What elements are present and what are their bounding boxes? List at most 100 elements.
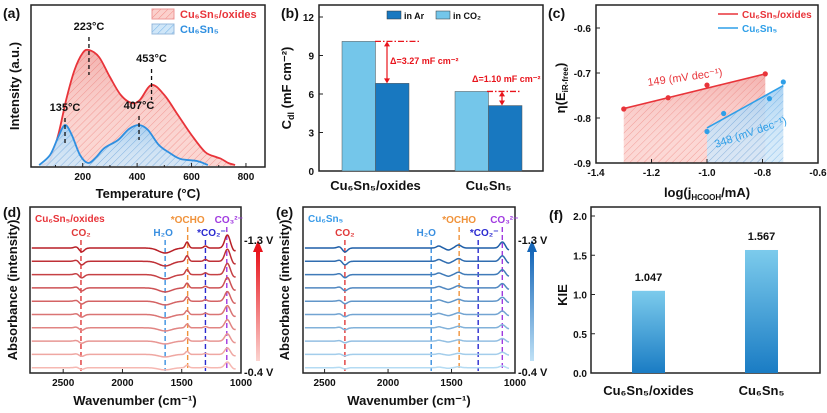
x-tick-label: 1000 bbox=[230, 378, 253, 389]
c-ylabel-sub: iR-free bbox=[561, 66, 570, 92]
c-y-tick-label: -0.8 bbox=[574, 114, 592, 125]
ir-spectrum-trace bbox=[31, 304, 236, 319]
c-legend-label-1: Cu₆Sn₅ bbox=[742, 24, 778, 35]
a-y-axis-label: Intensity (a.u.) bbox=[7, 42, 22, 130]
c-data-point-0 bbox=[762, 71, 768, 77]
c-x-tick-label: -1.0 bbox=[698, 168, 716, 179]
b-bar-0-0 bbox=[341, 41, 376, 172]
x-tick-label: 1500 bbox=[440, 378, 463, 389]
c-data-point-1 bbox=[780, 79, 786, 85]
potential-arrow-head bbox=[253, 240, 263, 252]
c-fit-line-1 bbox=[706, 84, 784, 129]
b-y-tick-label: 0 bbox=[308, 167, 314, 178]
ir-spectrum-trace bbox=[31, 361, 236, 371]
panel-d-ir-spectra: CO₂ H₂O *OCHO *CO₂⁻ CO₃²⁻ 2500 2000 1500 1000 Cu₆… bbox=[29, 206, 274, 389]
b-y-tick-label: 3 bbox=[308, 129, 314, 140]
c-y-tick-label: -0.9 bbox=[574, 159, 592, 170]
band-label: CO₃²⁻ bbox=[490, 215, 518, 226]
ir-spectrum-trace bbox=[304, 337, 510, 344]
panel-label-a: (a) bbox=[3, 5, 20, 21]
b-bar-1-0 bbox=[454, 91, 489, 172]
f-y-tick-label: 1.5 bbox=[573, 251, 587, 262]
c-data-point-0 bbox=[665, 95, 671, 101]
panel-label-e: (e) bbox=[276, 204, 293, 220]
c-y-axis-label: η(EiR-free) bbox=[553, 63, 570, 114]
b-legend-swatch-ar bbox=[386, 10, 402, 20]
ir-spectrum-trace bbox=[304, 269, 510, 279]
ir-spectrum-trace bbox=[304, 296, 510, 305]
c-data-point-1 bbox=[766, 96, 773, 102]
b-ylabel-main: C bbox=[279, 119, 294, 129]
panelD-plot-frame bbox=[29, 206, 242, 374]
b-legend-label-ar: in Ar bbox=[404, 11, 425, 21]
d-x-axis-label: Wavenumber (cm⁻¹) bbox=[73, 393, 196, 408]
c-xlabel-sub: HCOOH bbox=[691, 193, 721, 202]
panel-c-tafel-chart: 149 (mV dec⁻¹)348 (mV dec⁻¹)-1.4 -1.2 -1.0… bbox=[574, 4, 827, 179]
b-delta-arrowhead-up bbox=[384, 41, 390, 47]
b-delta-arrowhead-down bbox=[384, 78, 390, 84]
b-legend-swatch-co2 bbox=[435, 10, 451, 20]
a-peak-label: 407°C bbox=[124, 100, 155, 112]
e-y-axis-label: Absorbance (intensity) bbox=[277, 220, 292, 361]
ir-spectrum-trace bbox=[31, 248, 236, 267]
b-bar-1-1 bbox=[488, 105, 523, 172]
panel-label-b: (b) bbox=[281, 5, 299, 21]
b-bar-0-1 bbox=[375, 83, 410, 172]
f-y-tick-label: 1.0 bbox=[573, 291, 587, 302]
panel-b-cdl-bar-chart: 0 3 6 9 12 Cu₆Sn₅/oxides Cu₆Sn₅ in Ar in CO₂ Δ=3.… bbox=[303, 4, 544, 193]
band-label: CO₂ bbox=[335, 228, 354, 239]
e-x-axis-label: Wavenumber (cm⁻¹) bbox=[347, 393, 470, 408]
ir-spectrum-trace bbox=[31, 234, 236, 254]
a-legend-swatch-1 bbox=[151, 23, 175, 35]
c-legend-label-0: Cu₆Sn₅/oxides bbox=[742, 10, 812, 21]
c-ylabel-pre: η(E bbox=[553, 92, 568, 113]
panel-e-ir-spectra: CO₂ H₂O *OCHO *CO₂⁻ CO₃²⁻ 2500 2000 1500 1000 Cu₆… bbox=[302, 206, 548, 389]
panelE-plot-frame bbox=[302, 206, 516, 374]
potential-arrow-head bbox=[527, 240, 537, 252]
a-area-gradient-1 bbox=[39, 124, 208, 166]
a-area-gradient-0 bbox=[41, 49, 236, 166]
b-y-tick-label: 6 bbox=[308, 90, 314, 101]
ir-spectrum-trace bbox=[31, 347, 236, 358]
ir-spectrum-trace bbox=[304, 310, 510, 318]
b-plot-frame bbox=[318, 4, 544, 172]
b-delta-arrowhead-down bbox=[499, 100, 505, 106]
f-bar-0 bbox=[632, 290, 665, 373]
b-y-tick-label: 9 bbox=[308, 52, 314, 63]
c-y-tick-label: -0.6 bbox=[574, 24, 592, 35]
c-slope-label-0: 149 (mV dec⁻¹) bbox=[647, 67, 723, 89]
ir-spectrum-trace bbox=[31, 290, 236, 306]
b-delta-label: Δ=1.10 mF cm⁻² bbox=[472, 74, 541, 84]
x-tick-label: 2500 bbox=[52, 378, 75, 389]
b-category-label: Cu₆Sn₅ bbox=[466, 178, 512, 193]
a-x-tick-label: 800 bbox=[238, 172, 255, 183]
c-data-point-1 bbox=[704, 128, 710, 135]
x-tick-label: 2000 bbox=[111, 378, 134, 389]
c-data-point-0 bbox=[621, 106, 627, 112]
ir-spectrum-trace bbox=[31, 276, 236, 293]
f-plot-frame bbox=[590, 206, 821, 374]
f-category-label: Cu₆Sn₅ bbox=[739, 383, 785, 398]
f-value-label: 1.047 bbox=[635, 272, 663, 284]
ir-spectrum-trace bbox=[304, 351, 510, 357]
a-legend-label-1: Cu₆Sn₅ bbox=[180, 24, 219, 36]
ir-spectrum-trace bbox=[304, 255, 510, 266]
panel-f-kie-bar-chart: 0.0 0.5 1.0 1.5 2.0 1.047 Cu₆Sn₅/oxides 1.567 Cu… bbox=[573, 206, 821, 398]
potential-bottom-label: -0.4 V bbox=[244, 367, 274, 379]
a-x-tick-label: 600 bbox=[183, 172, 200, 183]
f-y-tick-label: 0.5 bbox=[573, 330, 587, 341]
c-x-tick-label: -0.8 bbox=[754, 168, 772, 179]
band-label: H₂O bbox=[153, 228, 173, 239]
ir-spectrum-trace bbox=[31, 333, 236, 345]
f-y-axis-label: KIE bbox=[555, 284, 570, 306]
b-ylabel-rest: (mF cm⁻²) bbox=[279, 47, 294, 112]
potential-top-label: -1.3 V bbox=[244, 235, 274, 247]
x-tick-label: 2000 bbox=[377, 378, 400, 389]
potential-top-label: -1.3 V bbox=[518, 235, 548, 247]
band-label: H₂O bbox=[416, 228, 436, 239]
a-series-line-0 bbox=[41, 48, 236, 166]
a-x-tick-label: 400 bbox=[129, 172, 146, 183]
x-tick-label: 1000 bbox=[504, 378, 527, 389]
panel-label-d: (d) bbox=[3, 204, 21, 220]
f-value-label: 1.567 bbox=[748, 231, 776, 243]
